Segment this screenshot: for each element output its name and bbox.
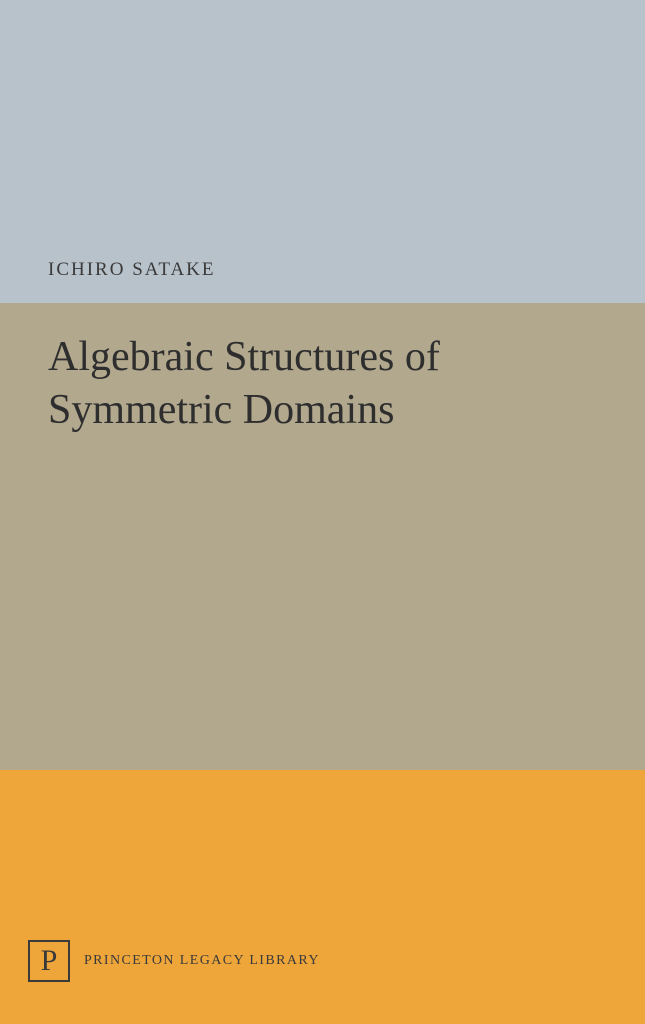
book-title: Algebraic Structures of Symmetric Domain… — [48, 331, 597, 436]
publisher-row: P PRINCETON LEGACY LIBRARY — [28, 940, 320, 982]
top-band: ICHIRO SATAKE — [0, 0, 645, 303]
book-cover: ICHIRO SATAKE Algebraic Structures of Sy… — [0, 0, 645, 1024]
title-line-1: Algebraic Structures of — [48, 334, 440, 380]
title-band: Algebraic Structures of Symmetric Domain… — [0, 303, 645, 770]
bottom-band: P PRINCETON LEGACY LIBRARY — [0, 770, 645, 1024]
publisher-logo: P — [28, 940, 70, 982]
publisher-name: PRINCETON LEGACY LIBRARY — [84, 953, 320, 969]
author-name: ICHIRO SATAKE — [48, 259, 216, 281]
title-line-2: Symmetric Domains — [48, 387, 394, 433]
logo-letter: P — [41, 944, 58, 978]
